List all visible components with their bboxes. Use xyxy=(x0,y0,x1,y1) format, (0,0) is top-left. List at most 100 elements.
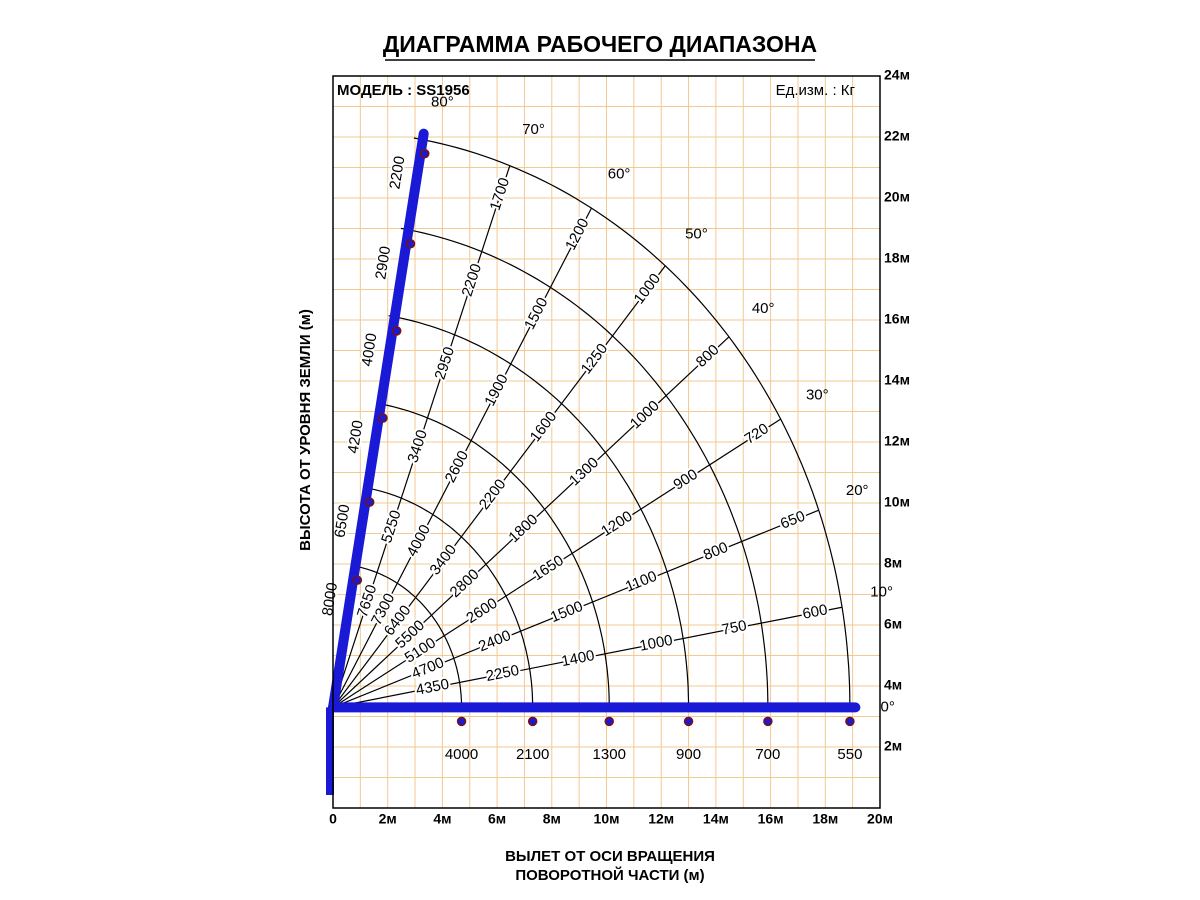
y-tick-label: 18м xyxy=(884,250,910,266)
load-label: 2250 xyxy=(485,662,521,685)
load-label: 1300 xyxy=(593,746,626,763)
x-tick-label: 6м xyxy=(488,811,506,827)
x-tick-label: 12м xyxy=(648,811,674,827)
grid xyxy=(333,76,880,808)
load-label: 750 xyxy=(720,617,748,639)
ray xyxy=(332,418,781,708)
hook xyxy=(604,716,614,727)
ray xyxy=(332,336,730,708)
load-label: 800 xyxy=(701,539,731,564)
hook xyxy=(378,413,388,423)
angle-label: 20° xyxy=(846,482,869,499)
ray xyxy=(332,606,843,708)
load-label: 1650 xyxy=(530,552,567,584)
x-axis-title: ВЫЛЕТ ОТ ОСИ ВРАЩЕНИЯ xyxy=(505,848,715,865)
load-label: 4000 xyxy=(358,332,380,368)
load-label: 2200 xyxy=(476,476,510,513)
y-axis-title: ВЫСОТА ОТ УРОВНЯ ЗЕМЛИ (м) xyxy=(297,309,314,551)
arc xyxy=(364,486,534,708)
x-tick-label: 20м xyxy=(867,811,893,827)
angle-label: 50° xyxy=(685,226,708,243)
load-label: 1200 xyxy=(562,216,592,253)
angle-label: 60° xyxy=(608,165,631,182)
x-tick-label: 16м xyxy=(758,811,784,827)
x-tick-label: 10м xyxy=(594,811,620,827)
load-label: 600 xyxy=(801,601,829,623)
load-label: 4200 xyxy=(345,419,367,455)
load-label: 1400 xyxy=(560,647,596,670)
ray xyxy=(332,265,666,708)
arc xyxy=(413,137,851,708)
load-label: 1300 xyxy=(566,454,602,489)
load-label: 3400 xyxy=(426,541,460,578)
angle-label: 40° xyxy=(752,300,775,317)
frame xyxy=(332,75,881,809)
arc xyxy=(388,315,690,708)
ray xyxy=(332,509,819,708)
load-label: 900 xyxy=(671,466,701,494)
units: Ед.изм. : Кг xyxy=(776,82,856,99)
arc xyxy=(376,402,610,708)
y-tick-label: 6м xyxy=(884,616,902,632)
load-label: 2100 xyxy=(516,746,549,763)
load-label: 1800 xyxy=(505,511,541,546)
load-label: 1000 xyxy=(627,397,663,432)
x-axis-title: ПОВОРОТНОЙ ЧАСТИ (м) xyxy=(515,866,704,884)
y-tick-label: 20м xyxy=(884,189,910,205)
ray xyxy=(332,165,511,708)
load-label: 8000 xyxy=(319,581,341,617)
hook xyxy=(683,716,694,727)
labels: 0 2м 4м 6м 8м 10м 12м 14м 16м 18м 20м 2м 4м 6м 8м 10м 12… xyxy=(317,67,910,827)
y-tick-label: 16м xyxy=(884,311,910,327)
hook xyxy=(391,326,402,336)
y-tick-label: 24м xyxy=(884,67,910,83)
hook xyxy=(405,239,416,249)
y-tick-label: 14м xyxy=(884,372,910,388)
y-tick-label: 4м xyxy=(884,677,902,693)
load-label: 550 xyxy=(837,746,862,763)
angle-label: 80° xyxy=(431,94,454,111)
arcs xyxy=(332,137,851,708)
load-label: 1900 xyxy=(481,371,511,408)
load-label: 2200 xyxy=(459,262,486,299)
load-label: 4000 xyxy=(445,746,478,763)
y-tick-label: 8м xyxy=(884,555,902,571)
load-label: 1200 xyxy=(598,508,635,540)
hook xyxy=(456,716,467,727)
ray xyxy=(332,207,592,708)
angle-label: 70° xyxy=(522,121,545,138)
load-label: 5250 xyxy=(378,508,405,545)
load-label: 1000 xyxy=(630,270,664,307)
x-tick-label: 18м xyxy=(812,811,838,827)
hook xyxy=(364,497,375,507)
boom-arm xyxy=(328,128,429,713)
load-label: 2400 xyxy=(476,627,513,655)
load-label: 1100 xyxy=(623,568,659,596)
x-tick-label: 4м xyxy=(433,811,451,827)
load-label: 2600 xyxy=(463,595,500,627)
load-label: 2900 xyxy=(372,245,394,281)
y-tick-label: 22м xyxy=(884,128,910,144)
load-label: 2600 xyxy=(442,448,472,485)
load-label: 900 xyxy=(676,746,701,763)
load-label: 700 xyxy=(755,746,780,763)
y-tick-label: 10м xyxy=(884,494,910,510)
load-label: 1700 xyxy=(487,176,514,213)
arc xyxy=(352,565,463,708)
boom xyxy=(326,128,861,795)
x-tick-label: 14м xyxy=(703,811,729,827)
title: ДИАГРАММА РАБОЧЕГО ДИАПАЗОНА xyxy=(383,31,817,57)
y-tick-label: 12м xyxy=(884,433,910,449)
model: МОДЕЛЬ : SS1956 xyxy=(337,82,470,99)
load-label: 1500 xyxy=(548,598,585,626)
load-label: 1600 xyxy=(527,408,561,445)
hook xyxy=(763,716,773,727)
load-label: 3400 xyxy=(404,428,431,465)
hook xyxy=(845,716,855,727)
load-label: 720 xyxy=(742,420,772,448)
load-label: 1000 xyxy=(638,632,674,655)
load-label: 650 xyxy=(778,508,808,533)
y-tick-label: 2м xyxy=(884,738,902,754)
load-label: 2200 xyxy=(386,155,408,191)
